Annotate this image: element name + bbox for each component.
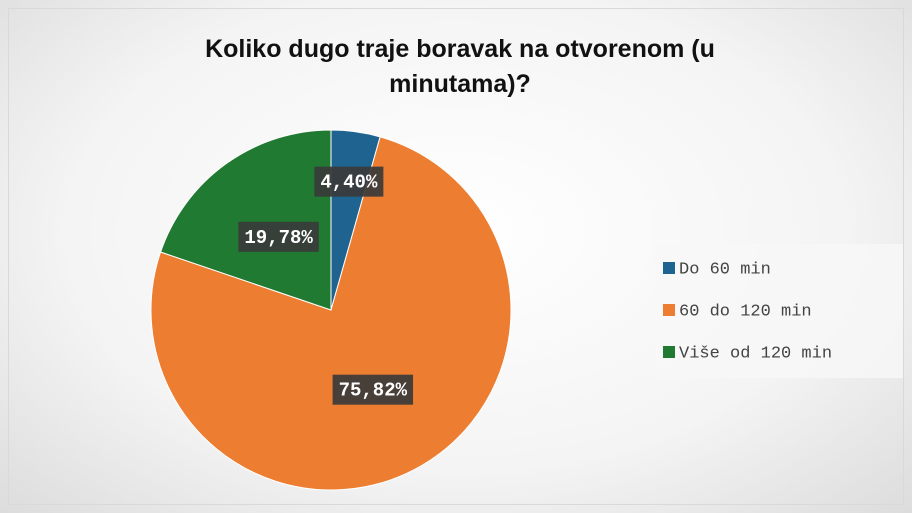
data-label-text: 19,78% (244, 227, 313, 249)
pie-slice (159, 129, 332, 311)
data-label-text: 4,40% (320, 172, 378, 194)
legend-swatch (663, 304, 675, 316)
data-label-box (332, 374, 414, 405)
data-label: 75,82% (332, 374, 414, 405)
pie-slice (150, 136, 512, 491)
data-label: 19,78% (238, 221, 319, 252)
legend-label: 60 do 120 min (679, 302, 812, 321)
data-label-text: 75,82% (339, 380, 408, 402)
chart-title: Koliko dugo traje boravak na otvorenom (… (205, 35, 715, 98)
legend-swatch (663, 346, 675, 358)
legend-label: Do 60 min (679, 260, 771, 279)
legend-label: Više od 120 min (679, 344, 832, 363)
legend-box (655, 244, 903, 378)
data-label-box (314, 166, 384, 197)
data-label-box (238, 221, 319, 252)
data-label: 4,40% (314, 166, 384, 197)
legend-swatch (663, 262, 675, 274)
chart-frame (8, 8, 904, 505)
